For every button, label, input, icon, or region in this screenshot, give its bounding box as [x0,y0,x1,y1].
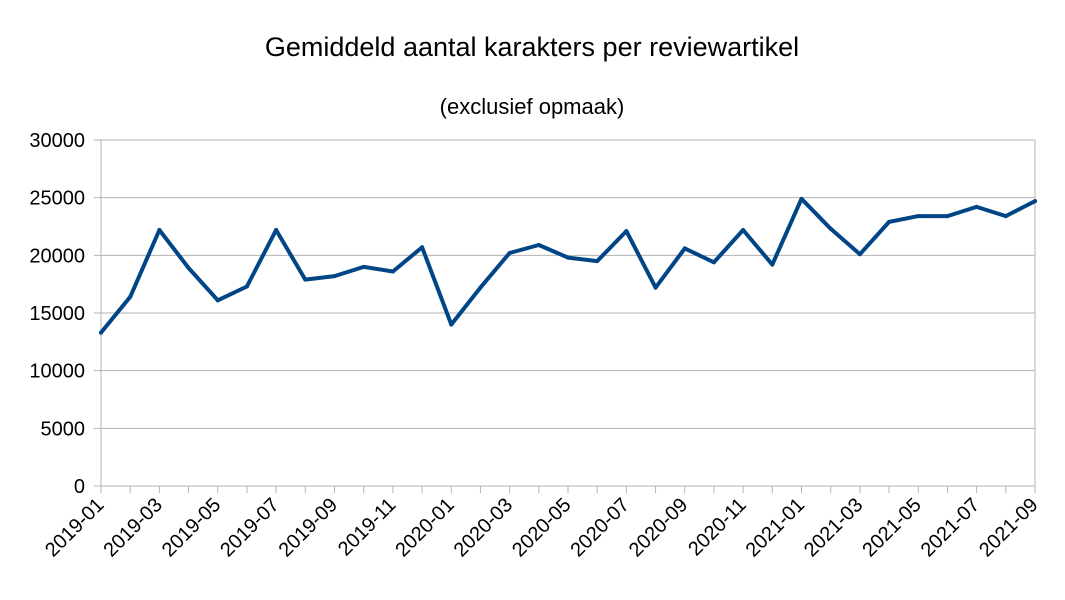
data-point [390,269,395,274]
data-point [887,219,892,224]
data-point [215,298,220,303]
x-tick-label: 2020-11 [684,494,750,560]
data-point [332,274,337,279]
data-point [1003,214,1008,219]
series-points [99,196,1037,335]
x-tick-label: 2021-07 [917,494,984,561]
data-point [536,242,541,247]
data-point [186,266,191,271]
chart-title: Gemiddeld aantal karakters per reviewart… [265,32,799,62]
x-tick-label: 2021-01 [742,494,809,561]
data-point [478,285,483,290]
data-point [244,284,249,289]
y-tick-label: 15000 [29,303,85,325]
data-point [361,264,366,269]
data-point [274,227,279,232]
data-point [507,251,512,256]
chart-subtitle: (exclusief opmaak) [440,94,625,119]
data-point [682,246,687,251]
data-point [741,227,746,232]
x-tick-label: 2021-09 [975,494,1042,561]
y-tick-label: 10000 [29,361,85,383]
data-point [595,259,600,264]
data-point [157,227,162,232]
y-tick-label: 20000 [29,245,85,267]
y-axis-ticks: 0 5000 10000 15000 20000 25000 30000 [29,130,85,498]
data-point [449,322,454,327]
x-tick-label: 2019-03 [99,494,166,561]
data-point [128,294,133,299]
data-point [624,229,629,234]
grid-lines [94,139,1036,493]
data-point [945,214,950,219]
y-tick-label: 30000 [29,130,85,152]
x-tick-label: 2020-07 [566,494,633,561]
data-point [799,196,804,201]
data-point [566,255,570,260]
data-point [974,204,979,209]
x-tick-label: 2020-09 [625,494,692,561]
data-point [770,262,775,267]
data-point [916,214,921,219]
x-tick-label: 2021-03 [800,494,867,561]
data-point [828,226,833,231]
data-point [99,330,103,335]
x-axis-ticks: 2019-012019-032019-052019-072019-092019-… [41,486,1043,561]
data-point [711,260,716,265]
x-tick-label: 2019-09 [275,494,342,561]
x-tick-label: 2019-01 [41,494,108,561]
data-point [420,245,425,250]
series-layer [99,196,1037,335]
x-tick-label: 2020-01 [391,494,458,561]
y-tick-label: 0 [74,476,85,498]
x-tick-label: 2019-11 [334,494,400,560]
x-tick-label: 2021-05 [858,494,925,561]
y-tick-label: 25000 [29,188,85,210]
data-point [653,285,658,290]
data-point [303,277,308,282]
x-tick-label: 2019-07 [216,494,283,561]
y-tick-label: 5000 [41,418,86,440]
x-tick-label: 2020-03 [450,494,517,561]
data-point [1033,199,1037,204]
x-tick-label: 2020-05 [508,494,575,561]
data-point [857,252,862,257]
x-tick-label: 2019-05 [158,494,225,561]
